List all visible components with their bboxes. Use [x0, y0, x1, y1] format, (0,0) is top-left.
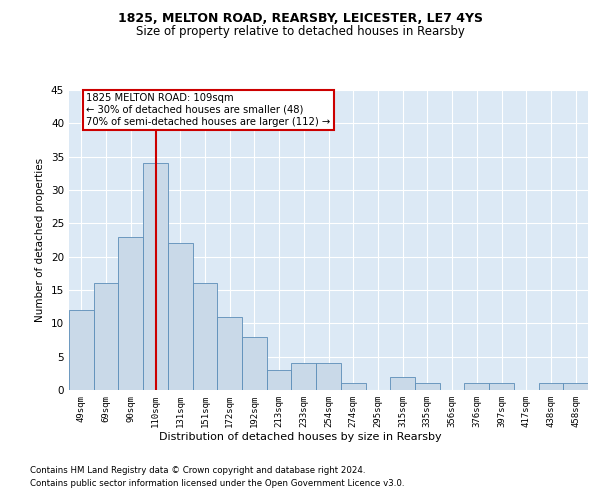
Text: 1825 MELTON ROAD: 109sqm
← 30% of detached houses are smaller (48)
70% of semi-d: 1825 MELTON ROAD: 109sqm ← 30% of detach…	[86, 94, 331, 126]
Bar	[316, 364, 341, 390]
Bar	[464, 384, 489, 390]
Bar	[292, 364, 316, 390]
Bar	[539, 384, 563, 390]
Bar	[118, 236, 143, 390]
Bar	[94, 284, 118, 390]
Bar	[390, 376, 415, 390]
Bar	[143, 164, 168, 390]
Y-axis label: Number of detached properties: Number of detached properties	[35, 158, 46, 322]
Bar	[489, 384, 514, 390]
Bar	[267, 370, 292, 390]
Bar	[341, 384, 365, 390]
Text: 1825, MELTON ROAD, REARSBY, LEICESTER, LE7 4YS: 1825, MELTON ROAD, REARSBY, LEICESTER, L…	[118, 12, 482, 26]
Bar	[69, 310, 94, 390]
Bar	[193, 284, 217, 390]
Bar	[242, 336, 267, 390]
Bar	[415, 384, 440, 390]
Bar	[217, 316, 242, 390]
Text: Distribution of detached houses by size in Rearsby: Distribution of detached houses by size …	[158, 432, 442, 442]
Text: Contains public sector information licensed under the Open Government Licence v3: Contains public sector information licen…	[30, 479, 404, 488]
Text: Contains HM Land Registry data © Crown copyright and database right 2024.: Contains HM Land Registry data © Crown c…	[30, 466, 365, 475]
Bar	[563, 384, 588, 390]
Text: Size of property relative to detached houses in Rearsby: Size of property relative to detached ho…	[136, 25, 464, 38]
Bar	[168, 244, 193, 390]
